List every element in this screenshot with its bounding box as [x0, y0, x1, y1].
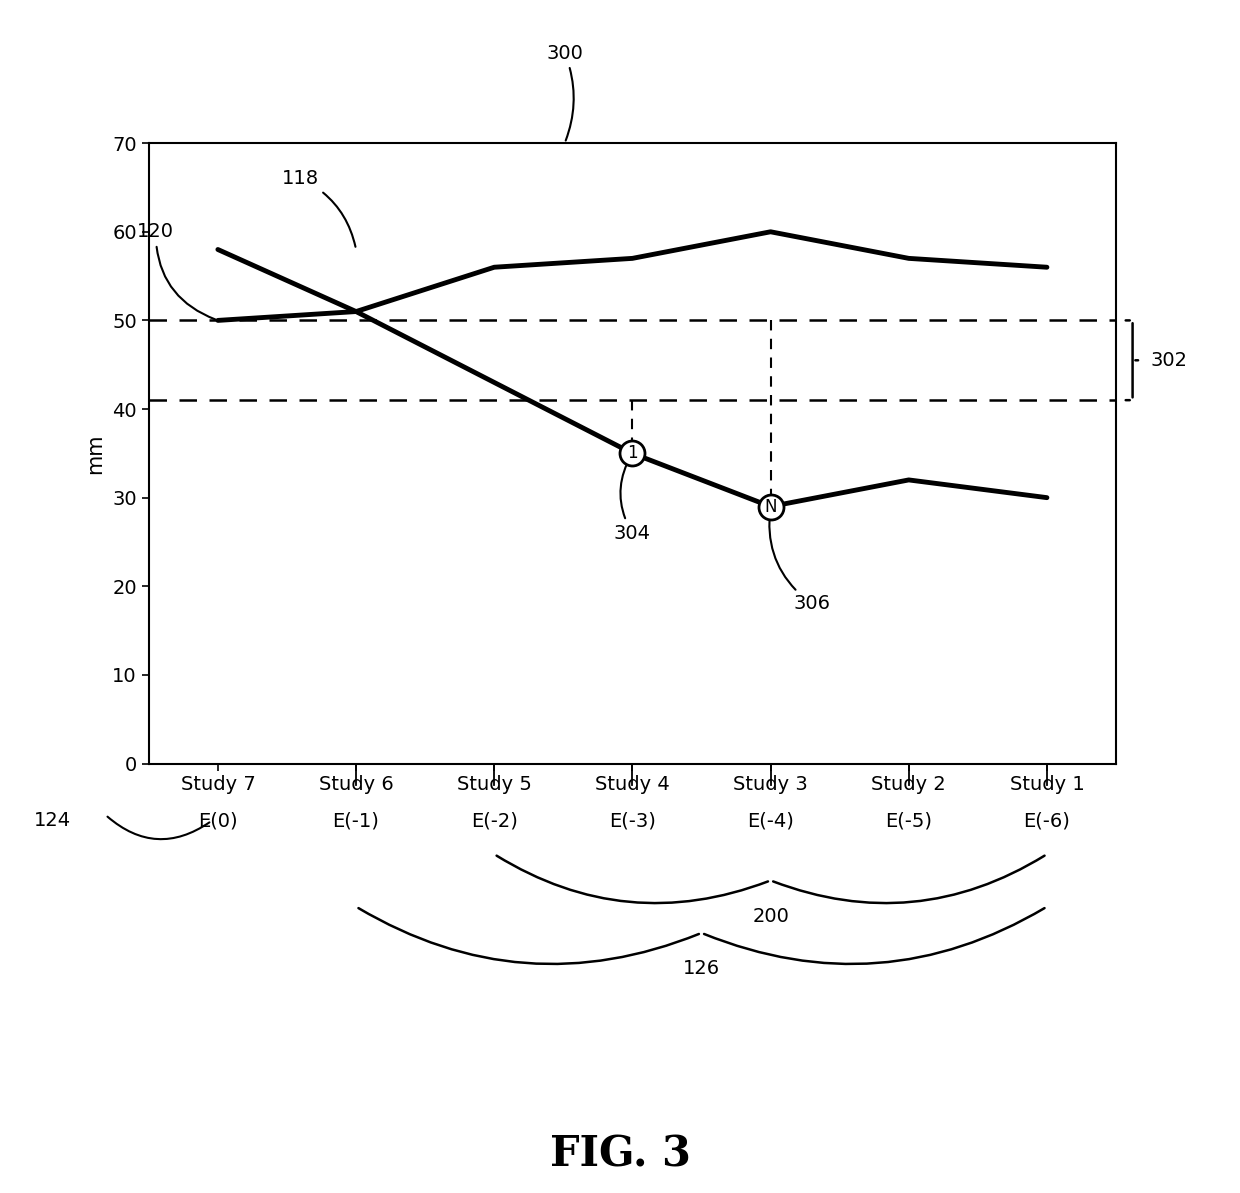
Text: N: N — [764, 497, 776, 515]
Text: FIG. 3: FIG. 3 — [549, 1133, 691, 1176]
Text: 124: 124 — [33, 811, 71, 830]
Text: E(-6): E(-6) — [1023, 811, 1070, 830]
Text: 306: 306 — [769, 509, 831, 613]
Text: 302: 302 — [1151, 351, 1188, 370]
Text: 300: 300 — [547, 43, 583, 141]
Text: E(0): E(0) — [198, 811, 238, 830]
Text: 118: 118 — [283, 169, 356, 247]
Text: E(-3): E(-3) — [609, 811, 656, 830]
Text: E(-1): E(-1) — [332, 811, 379, 830]
Text: 120: 120 — [138, 222, 216, 320]
Text: 304: 304 — [614, 456, 651, 543]
Text: E(-4): E(-4) — [748, 811, 794, 830]
Text: E(-5): E(-5) — [885, 811, 932, 830]
Y-axis label: mm: mm — [86, 433, 105, 474]
Text: E(-2): E(-2) — [471, 811, 517, 830]
Text: 1: 1 — [627, 444, 637, 463]
Text: 126: 126 — [683, 959, 720, 978]
Text: 200: 200 — [753, 907, 789, 926]
